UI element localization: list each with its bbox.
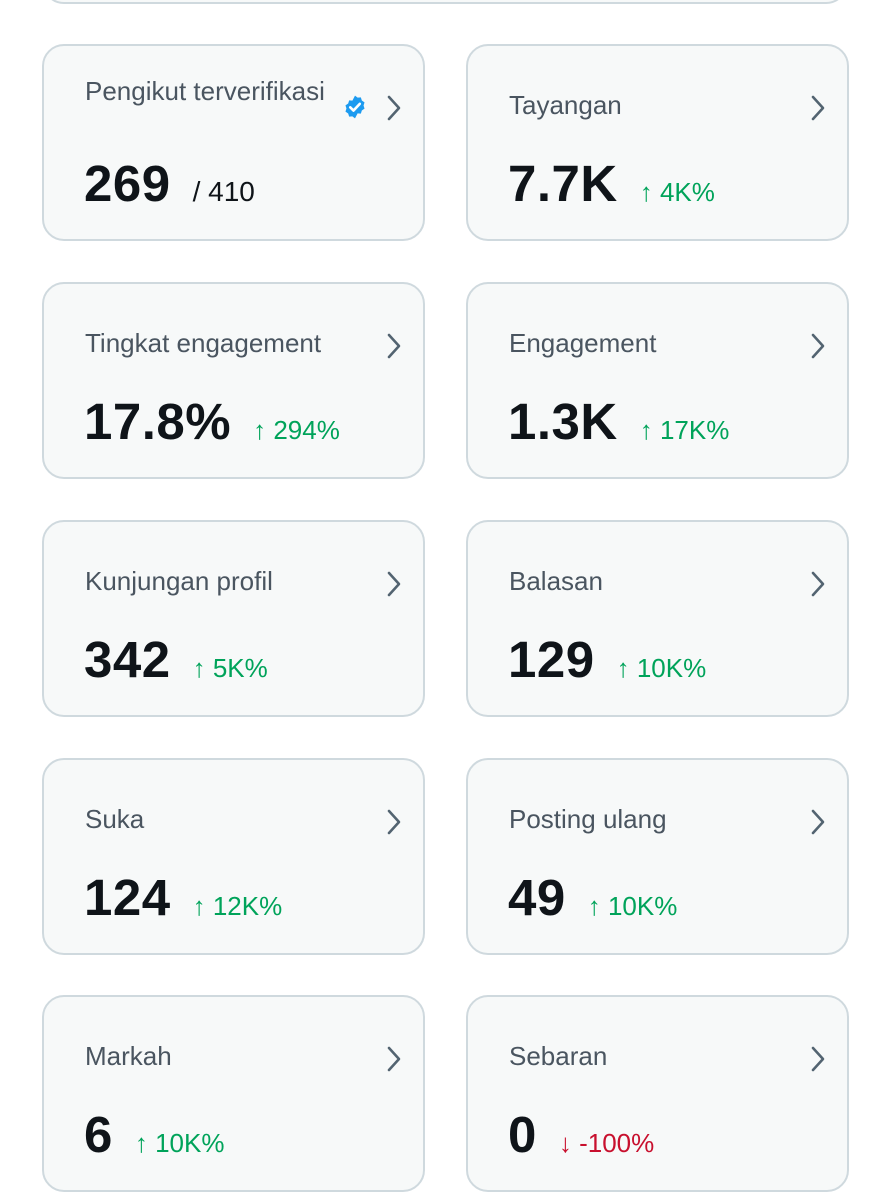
value-row: 129 ↑ 10K% xyxy=(508,630,706,689)
value-row: 1.3K ↑ 17K% xyxy=(508,392,729,451)
value-row: 6 ↑ 10K% xyxy=(84,1105,224,1164)
card-value: 6 xyxy=(84,1106,113,1163)
chevron-right-icon xyxy=(387,333,401,359)
card-value: 7.7K xyxy=(508,155,618,212)
chevron-right-icon xyxy=(387,1046,401,1072)
chevron-right-icon xyxy=(387,95,401,121)
previous-card-edge xyxy=(42,0,848,4)
chevron-right-icon xyxy=(387,571,401,597)
card-likes[interactable]: Suka 124 ↑ 12K% xyxy=(42,758,425,955)
value-row: 17.8% ↑ 294% xyxy=(84,392,340,451)
chevron-right-icon xyxy=(387,809,401,835)
chevron-right-icon xyxy=(811,1046,825,1072)
card-value: 0 xyxy=(508,1106,537,1163)
card-change: ↑ 5K% xyxy=(192,653,268,683)
card-value: 269 xyxy=(84,155,171,212)
card-shares[interactable]: Sebaran 0 ↓ -100% xyxy=(466,995,849,1192)
card-change: ↓ -100% xyxy=(558,1128,655,1158)
value-row: 49 ↑ 10K% xyxy=(508,868,677,927)
card-label: Suka xyxy=(85,804,145,834)
card-label: Tingkat engagement xyxy=(85,328,322,358)
card-change: ↑ 17K% xyxy=(639,415,730,445)
card-bookmarks[interactable]: Markah 6 ↑ 10K% xyxy=(42,995,425,1192)
chevron-right-icon xyxy=(811,809,825,835)
card-label: Kunjungan profil xyxy=(85,566,273,596)
card-reposts[interactable]: Posting ulang 49 ↑ 10K% xyxy=(466,758,849,955)
verified-badge-icon xyxy=(345,95,365,119)
card-label: Balasan xyxy=(509,566,603,596)
value-row: 0 ↓ -100% xyxy=(508,1105,654,1164)
value-row: 124 ↑ 12K% xyxy=(84,868,282,927)
card-label: Sebaran xyxy=(509,1041,608,1071)
card-change: ↑ 4K% xyxy=(639,177,715,207)
card-engagements[interactable]: Engagement 1.3K ↑ 17K% xyxy=(466,282,849,479)
card-label: Pengikut terverifikasi xyxy=(85,76,325,106)
chevron-right-icon xyxy=(811,571,825,597)
card-label: Tayangan xyxy=(509,90,622,120)
card-value: 124 xyxy=(84,869,171,926)
card-total: / 410 xyxy=(192,176,255,207)
value-row: 269 / 410 xyxy=(84,154,255,213)
card-label: Posting ulang xyxy=(509,804,667,834)
card-value: 49 xyxy=(508,869,566,926)
card-change: ↑ 12K% xyxy=(192,891,283,921)
card-change: ↑ 10K% xyxy=(134,1128,225,1158)
card-change: ↑ 10K% xyxy=(587,891,678,921)
chevron-right-icon xyxy=(811,95,825,121)
card-engagement-rate[interactable]: Tingkat engagement 17.8% ↑ 294% xyxy=(42,282,425,479)
card-value: 342 xyxy=(84,631,171,688)
card-replies[interactable]: Balasan 129 ↑ 10K% xyxy=(466,520,849,717)
card-value: 17.8% xyxy=(84,393,232,450)
card-profile-visits[interactable]: Kunjungan profil 342 ↑ 5K% xyxy=(42,520,425,717)
card-label: Markah xyxy=(85,1041,172,1071)
card-impressions[interactable]: Tayangan 7.7K ↑ 4K% xyxy=(466,44,849,241)
card-verified-followers[interactable]: Pengikut terverifikasi 269 / 410 xyxy=(42,44,425,241)
card-change: ↑ 10K% xyxy=(616,653,707,683)
card-label: Engagement xyxy=(509,328,657,358)
chevron-right-icon xyxy=(811,333,825,359)
card-value: 1.3K xyxy=(508,393,618,450)
value-row: 7.7K ↑ 4K% xyxy=(508,154,715,213)
card-value: 129 xyxy=(508,631,595,688)
card-change: ↑ 294% xyxy=(253,415,340,445)
value-row: 342 ↑ 5K% xyxy=(84,630,268,689)
